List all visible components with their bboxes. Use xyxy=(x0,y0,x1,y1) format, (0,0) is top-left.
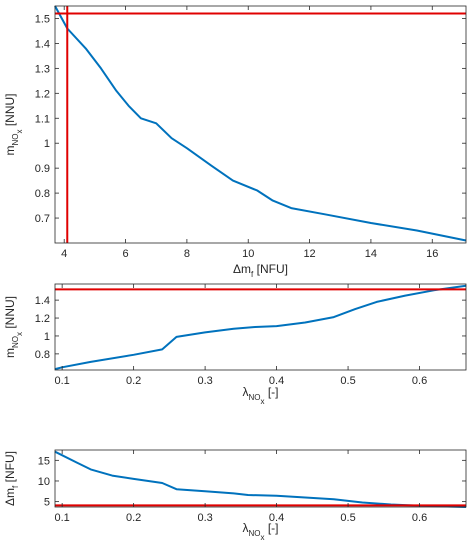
x-tick-label: 14 xyxy=(365,248,377,260)
x-tick-label: 6 xyxy=(122,248,128,260)
x-tick-label: 4 xyxy=(61,248,67,260)
y-tick-label: 1.4 xyxy=(35,38,50,50)
x-tick-label: 0.4 xyxy=(269,375,284,387)
y-tick-label: 1.2 xyxy=(35,88,50,100)
x-tick-label: 12 xyxy=(303,248,315,260)
y-tick-label: 0.7 xyxy=(35,213,50,225)
x-axis-label: λNOx [-] xyxy=(243,521,279,542)
series-line-1 xyxy=(54,5,467,242)
subplot-1: 4 6 8 10 12 14 16 0.7 0.8 0.9 1 1.1 1.2 1.3 1.4 1.5 Δmf … xyxy=(3,5,467,279)
x-tick-label: 0.6 xyxy=(412,375,427,387)
x-axis-label: Δmf [NFU] xyxy=(233,262,288,279)
y-axis-label: Δmf [NFU] xyxy=(3,451,20,506)
plot-area xyxy=(55,6,466,243)
subplot-2: 0.1 0.2 0.3 0.4 0.5 0.6 0.8 1 1.2 1.4 λNOx [-] mNOx… xyxy=(3,283,467,406)
y-tick-label: 1.2 xyxy=(35,313,50,325)
x-tick-label: 0.5 xyxy=(340,375,355,387)
x-tick-label: 0.6 xyxy=(412,512,427,524)
axes-box xyxy=(54,449,467,508)
x-tick-label: 0.1 xyxy=(54,512,69,524)
plot-area xyxy=(55,450,466,507)
y-tick-label: 1.1 xyxy=(35,113,50,125)
y-axis-label: mNOx [NNU] xyxy=(3,296,24,358)
x-axis-label: λNOx [-] xyxy=(243,385,279,406)
x-tick-label: 16 xyxy=(426,248,438,260)
y-tick-label: 0.9 xyxy=(35,163,50,175)
y-tick-label: 1 xyxy=(44,331,50,343)
series-line-1 xyxy=(54,284,467,371)
y-tick-label: 10 xyxy=(38,476,50,488)
x-tick-label: 8 xyxy=(184,248,190,260)
y-tick-label: 0.8 xyxy=(35,349,50,361)
y-tick-label: 1.4 xyxy=(35,295,50,307)
axes-box xyxy=(54,5,467,244)
y-tick-label: 1.5 xyxy=(35,13,50,25)
x-tick-label: 0.2 xyxy=(126,375,141,387)
x-tick-label: 0.3 xyxy=(197,512,212,524)
axes-box xyxy=(54,283,467,371)
y-tick-label: 1 xyxy=(44,138,50,150)
series-line-1 xyxy=(54,450,467,508)
y-tick-label: 1.3 xyxy=(35,63,50,75)
x-tick-label: 0.5 xyxy=(340,512,355,524)
x-tick-label: 0.2 xyxy=(126,512,141,524)
x-tick-label: 10 xyxy=(242,248,254,260)
y-tick-label: 15 xyxy=(38,455,50,467)
x-tick-label: 0.1 xyxy=(54,375,69,387)
y-axis-label: mNOx [NNU] xyxy=(3,94,24,156)
subplot-3: 0.1 0.2 0.3 0.4 0.5 0.6 5 10 15 λNOx [-] Δmf [NFU] xyxy=(3,449,467,542)
x-tick-label: 0.4 xyxy=(269,512,284,524)
x-tick-label: 0.3 xyxy=(197,375,212,387)
y-tick-label: 5 xyxy=(44,497,50,509)
y-tick-label: 0.8 xyxy=(35,188,50,200)
